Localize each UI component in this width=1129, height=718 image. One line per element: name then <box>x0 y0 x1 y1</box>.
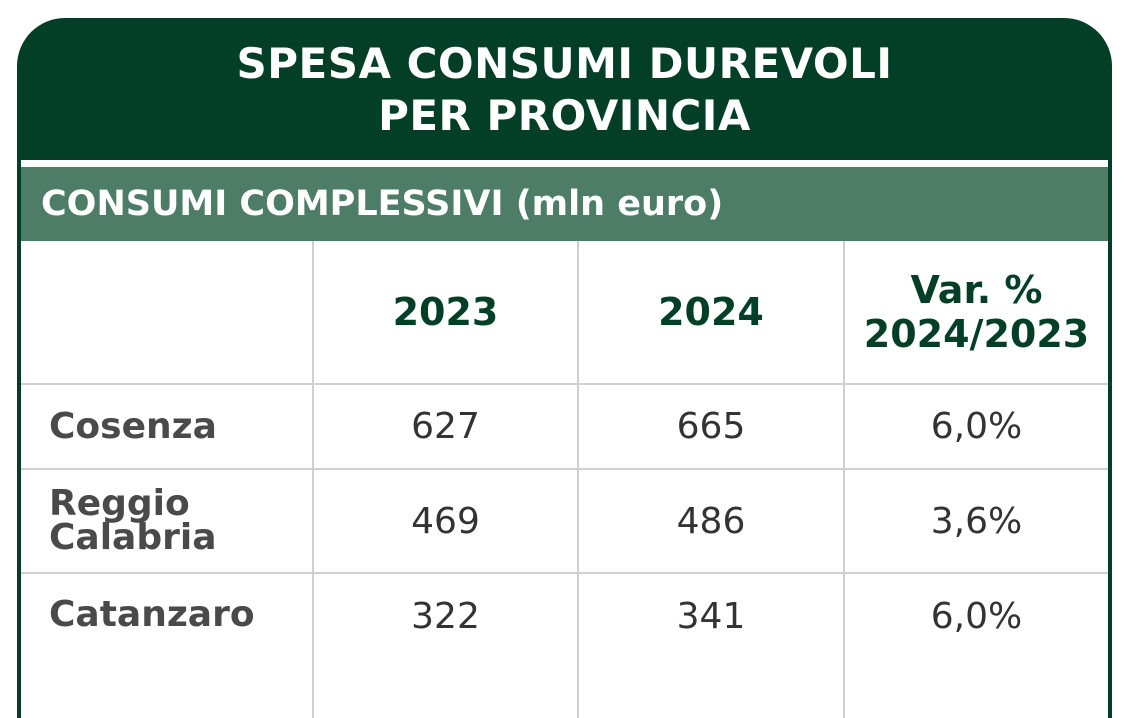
table-row-label: Catanzaro <box>21 574 312 674</box>
header-empty-cell <box>21 241 312 383</box>
column-header-2023-label: 2023 <box>392 290 499 334</box>
table-cell-2024: 665 <box>579 385 843 468</box>
column-header-variation-line-1: Var. % <box>910 268 1043 312</box>
grid-divider <box>312 241 314 718</box>
row-label-line-1: Cosenza <box>49 405 217 447</box>
table-cell-variation: 6,0% <box>845 385 1108 468</box>
title-line-1: SPESA CONSUMI DUREVOLI <box>236 39 893 88</box>
grid-divider <box>21 572 1108 574</box>
table-row-label: Cosenza <box>21 385 312 468</box>
table-cell-2023: 322 <box>314 574 577 674</box>
grid-divider <box>21 468 1108 470</box>
grid-divider <box>21 383 1108 385</box>
table-body: CONSUMI COMPLESSIVI (mln euro) 2023 2024… <box>21 160 1108 718</box>
column-header-2024-label: 2024 <box>658 290 764 334</box>
column-header-2023: 2023 <box>314 241 577 383</box>
table-cell-2024: 341 <box>579 574 843 674</box>
column-header-variation: Var. % 2024/2023 <box>845 241 1108 383</box>
row-label-line-1: Catanzaro <box>49 594 255 635</box>
table-cell-2023: 469 <box>314 470 577 572</box>
table-row-label: Reggio Calabria <box>21 470 312 572</box>
column-header-variation-line-2: 2024/2023 <box>863 312 1090 356</box>
table-cell-2023: 627 <box>314 385 577 468</box>
row-label-line-2: Calabria <box>49 517 217 558</box>
table-title: SPESA CONSUMI DUREVOLI PER PROVINCIA <box>17 18 1112 160</box>
table-cell-variation: 6,0% <box>845 574 1108 674</box>
column-header-2024: 2024 <box>579 241 843 383</box>
table-cell-2024: 486 <box>579 470 843 572</box>
row-label-line-1: Reggio <box>49 483 190 524</box>
table-cell-variation: 3,6% <box>845 470 1108 572</box>
table-card: SPESA CONSUMI DUREVOLI PER PROVINCIA CON… <box>17 18 1112 718</box>
section-header: CONSUMI COMPLESSIVI (mln euro) <box>21 167 1108 241</box>
grid-divider <box>577 241 579 718</box>
title-line-2: PER PROVINCIA <box>378 91 751 140</box>
grid-divider <box>843 241 845 718</box>
